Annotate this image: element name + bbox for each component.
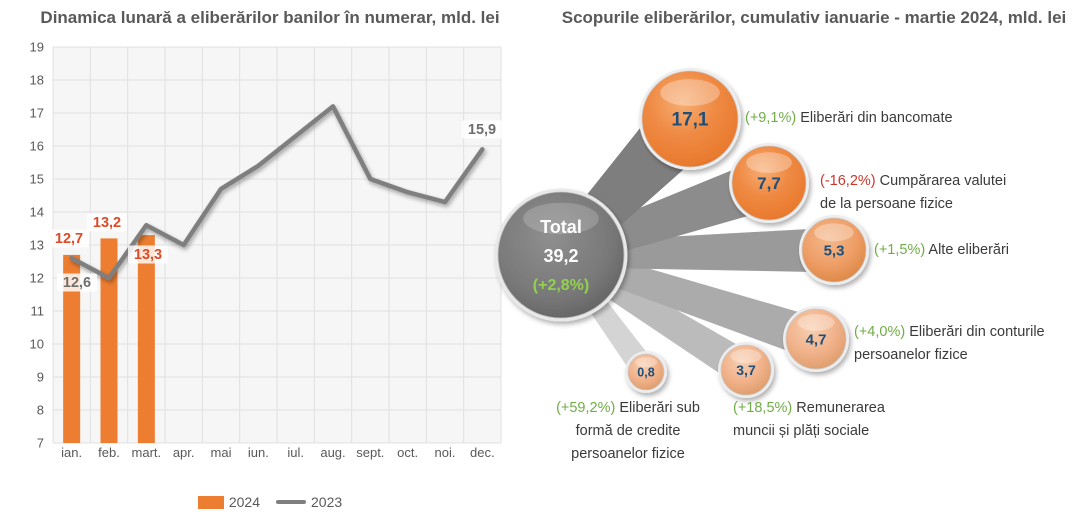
caption-line: muncii și plăți sociale <box>733 423 869 439</box>
bubble-caption-2: (+1,5%) Alte eliberări <box>874 242 1009 258</box>
y-tick-label: 19 <box>30 40 44 55</box>
caption-line: Cumpărarea valutei <box>876 173 1007 189</box>
line-label-ian-bg <box>57 273 97 292</box>
caption-line: Remunerarea <box>792 400 886 416</box>
line-2023 <box>69 104 485 281</box>
bar-label-feb: 13,2 <box>93 215 121 231</box>
total-pct: (+2,8%) <box>533 277 589 294</box>
line-label-dec: 15,9 <box>468 122 496 138</box>
y-tick-label: 18 <box>30 73 44 88</box>
bubble-0,8 <box>625 351 667 393</box>
bubble-pct: (+59,2%) <box>556 400 615 416</box>
chart-legend: 2024 2023 <box>0 494 540 510</box>
y-tick-label: 17 <box>30 106 44 121</box>
bubble-highlight <box>660 79 720 107</box>
bar-swatch-2024 <box>197 495 224 509</box>
legend-item-2023: 2023 <box>276 494 342 510</box>
bar-label-mart: 13,3 <box>134 247 162 263</box>
y-tick-label: 14 <box>30 205 44 220</box>
bubble-pct: (-16,2%) <box>820 173 876 189</box>
caption-line: persoanelor fizice <box>571 446 685 462</box>
line-label-ian: 12,6 <box>63 275 91 291</box>
total-bubble <box>494 188 628 322</box>
y-tick-label: 16 <box>30 139 44 154</box>
bubble-5,3 <box>799 215 869 285</box>
bubble-17,1 <box>639 68 741 170</box>
bubble-highlight <box>746 152 792 174</box>
bubble-7,7 <box>729 143 809 223</box>
line-label-dec-bg <box>462 120 502 139</box>
bar-label-mart-bg <box>128 245 168 264</box>
bubble-caption-1: (-16,2%) Cumpărarea valutei de la persoan… <box>820 173 1006 212</box>
y-tick-label: 13 <box>30 238 44 253</box>
bubble-caption-5: (+59,2%) Eliberări sub formă de credite pe… <box>556 400 700 462</box>
bubble-highlight <box>814 223 854 242</box>
ray-2 <box>560 227 835 273</box>
bubble-pct: (+4,0%) <box>854 324 905 340</box>
right-chart-title: Scopurile eliberărilor, cumulativ ianuar… <box>561 8 1067 27</box>
caption-line: Alte eliberări <box>925 242 1009 258</box>
left-chart-title: Dinamica lunară a eliberărilor banilor î… <box>40 8 500 27</box>
bubble-pct: (+1,5%) <box>874 242 925 258</box>
line-swatch-2023 <box>276 499 306 505</box>
bar-ian. <box>63 254 81 443</box>
bar-feb. <box>100 238 118 443</box>
bubble-4,7 <box>783 306 849 372</box>
bubble-chart: 17,1 7,7 5,3 4,7 3,7 0,8 Total 39,2 (+2,8%) (+9,1… <box>494 68 1045 462</box>
bubble-highlight <box>797 314 835 331</box>
caption-line: Eliberări sub <box>615 400 700 416</box>
total-value: 39,2 <box>543 246 578 266</box>
bar-mart. <box>137 235 155 443</box>
bar-label-feb-bg <box>87 213 127 232</box>
x-tick-label: mai <box>211 445 232 460</box>
bubble-pct: (+9,1%) <box>745 110 796 126</box>
x-tick-label: noi. <box>435 445 456 460</box>
x-tick-label: oct. <box>397 445 418 460</box>
bubble-highlight <box>730 349 762 364</box>
caption-line: Eliberări din conturile <box>905 324 1044 340</box>
legend-label-2024: 2024 <box>228 494 260 510</box>
caption-line: Eliberări din bancomate <box>796 110 952 126</box>
bubble-value: 4,7 <box>806 331 827 348</box>
x-tick-label: apr. <box>173 445 195 460</box>
bubble-value: 5,3 <box>824 242 845 259</box>
bar-line-chart: 7 8 9 10 11 12 13 14 15 16 17 18 19 ian. feb. mart. apr.… <box>30 40 502 460</box>
total-highlight <box>523 202 599 235</box>
bubble-caption-0: (+9,1%) Eliberări din bancomate <box>745 110 953 126</box>
x-tick-label: aug. <box>320 445 345 460</box>
x-tick-label: mart. <box>132 445 162 460</box>
bubble-value: 0,8 <box>637 365 654 379</box>
y-tick-label: 7 <box>37 436 44 451</box>
x-tick-label: dec. <box>470 445 495 460</box>
x-tick-label: ian. <box>61 445 82 460</box>
y-tick-label: 10 <box>30 337 44 352</box>
x-tick-label: iun. <box>248 445 269 460</box>
y-tick-label: 11 <box>31 304 45 319</box>
legend-label-2023: 2023 <box>311 494 343 510</box>
caption-line: persoanelor fizice <box>854 347 968 363</box>
y-tick-label: 12 <box>30 271 44 286</box>
x-tick-label: sept. <box>356 445 384 460</box>
bar-label-ian-bg <box>49 229 89 248</box>
y-tick-label: 9 <box>37 370 44 385</box>
bar-label-ian: 12,7 <box>55 231 83 247</box>
x-tick-label: feb. <box>98 445 120 460</box>
bubble-caption-3: (+4,0%) Eliberări din conturile persoanel… <box>854 324 1045 363</box>
bubble-highlight <box>634 357 658 368</box>
y-tick-label: 15 <box>30 172 44 187</box>
bubble-value: 17,1 <box>672 110 709 131</box>
bubble-3,7 <box>718 342 774 398</box>
bubble-value: 7,7 <box>757 174 781 193</box>
caption-line: de la persoane fizice <box>820 196 953 212</box>
caption-line: formă de credite <box>576 423 681 439</box>
legend-item-2024: 2024 <box>197 494 260 510</box>
total-label: Total <box>540 217 582 237</box>
bubble-pct: (+18,5%) <box>733 400 792 416</box>
bubble-value: 3,7 <box>736 362 756 378</box>
bubble-caption-4: (+18,5%) Remunerarea muncii și plăți soci… <box>733 400 886 439</box>
x-tick-label: iul. <box>287 445 304 460</box>
y-tick-label: 8 <box>37 403 44 418</box>
